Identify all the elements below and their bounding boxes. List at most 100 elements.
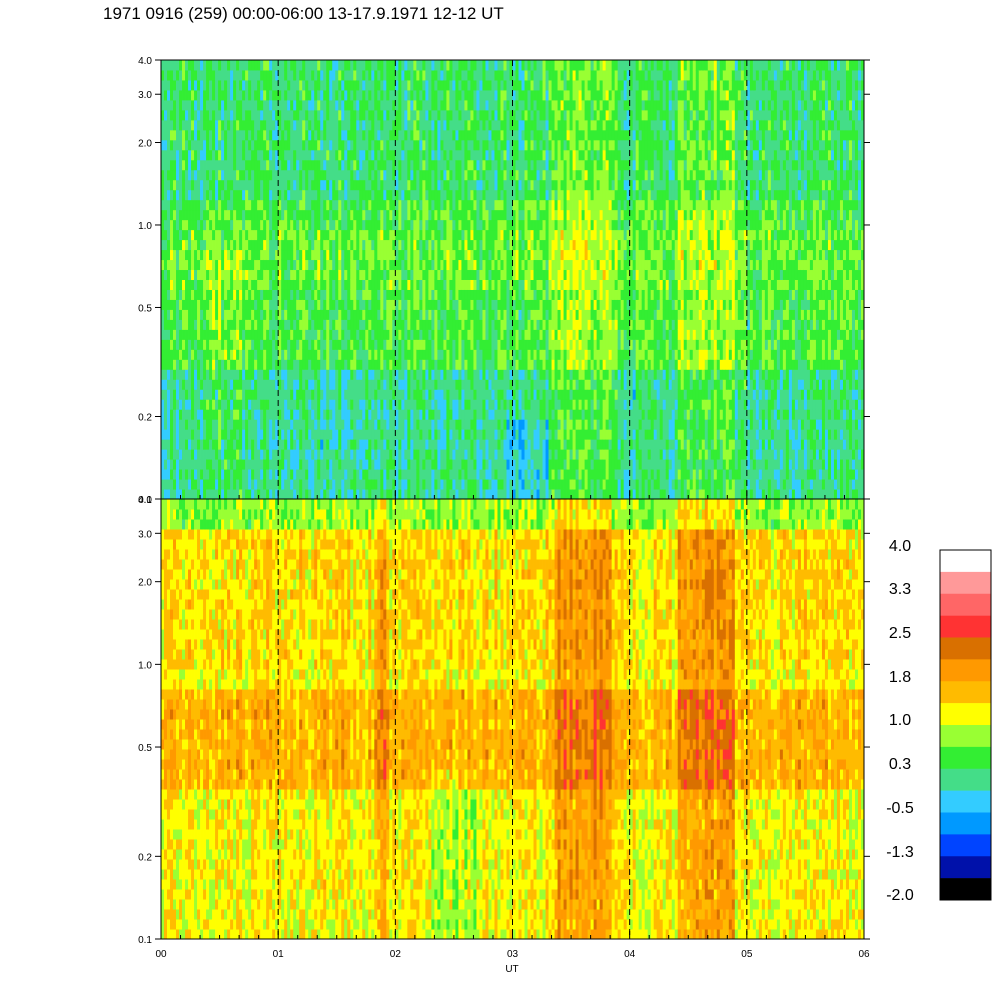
spectrogram-cell — [365, 459, 369, 470]
spectrogram-cell — [275, 269, 279, 280]
spectrogram-cell — [353, 409, 357, 420]
spectrogram-cell — [416, 419, 420, 430]
spectrogram-cell — [164, 289, 168, 300]
spectrogram-cell — [470, 269, 474, 280]
spectrogram-cell — [395, 269, 399, 280]
spectrogram-cell — [413, 229, 417, 241]
spectrogram-cell — [311, 369, 315, 380]
spectrogram-cell — [476, 479, 480, 490]
spectrogram-cell — [356, 199, 360, 211]
spectrogram-cell — [470, 60, 474, 71]
spectrogram-cell — [302, 69, 306, 81]
spectrogram-cell — [332, 109, 336, 121]
spectrogram-cell — [275, 69, 279, 81]
spectrogram-cell — [284, 289, 288, 300]
spectrogram-cell — [227, 89, 231, 101]
spectrogram-cell — [383, 289, 387, 300]
spectrogram-cell — [179, 79, 183, 91]
spectrogram-cell — [482, 379, 486, 390]
spectrogram-cell — [494, 229, 498, 241]
spectrogram-cell — [230, 259, 234, 271]
spectrogram-cell — [452, 169, 456, 181]
spectrogram-cell — [338, 169, 342, 181]
spectrogram-cell — [437, 149, 441, 161]
spectrogram-cell — [212, 349, 216, 360]
spectrogram-cell — [287, 229, 291, 241]
spectrogram-cell — [170, 329, 174, 340]
spectrogram-cell — [425, 439, 429, 450]
spectrogram-cell — [185, 429, 189, 440]
spectrogram-cell — [218, 439, 222, 450]
spectrogram-cell — [356, 439, 360, 450]
spectrogram-cell — [272, 209, 276, 221]
spectrogram-cell — [464, 439, 468, 450]
spectrogram-cell — [263, 259, 267, 271]
spectrogram-cell — [350, 439, 354, 450]
spectrogram-cell — [263, 79, 267, 91]
spectrogram-cell — [335, 169, 339, 181]
spectrogram-cell — [191, 209, 195, 221]
spectrogram-cell — [344, 269, 348, 280]
spectrogram-cell — [500, 289, 504, 300]
spectrogram-cell — [275, 219, 279, 231]
spectrogram-cell — [356, 489, 360, 499]
spectrogram-cell — [410, 419, 414, 430]
spectrogram-cell — [314, 159, 318, 171]
spectrogram-cell — [281, 239, 285, 251]
spectrogram-cell — [458, 69, 462, 81]
spectrogram-cell — [236, 369, 240, 380]
spectrogram-cell — [479, 409, 483, 420]
spectrogram-cell — [386, 319, 390, 330]
spectrogram-cell — [305, 339, 309, 350]
spectrogram-cell — [233, 439, 237, 450]
spectrogram-cell — [281, 459, 285, 470]
spectrogram-cell — [344, 99, 348, 111]
spectrogram-cell — [170, 479, 174, 490]
spectrogram-cell — [260, 449, 264, 460]
spectrogram-cell — [395, 359, 399, 370]
spectrogram-cell — [314, 129, 318, 141]
spectrogram-cell — [401, 199, 405, 211]
spectrogram-cell — [293, 379, 297, 390]
spectrogram-cell — [356, 379, 360, 390]
spectrogram-cell — [419, 129, 423, 141]
spectrogram-cell — [407, 469, 411, 480]
spectrogram-cell — [284, 199, 288, 211]
spectrogram-cell — [176, 149, 180, 161]
spectrogram-cell — [206, 449, 210, 460]
spectrogram-cell — [188, 149, 192, 161]
spectrogram-cell — [392, 229, 396, 241]
spectrogram-cell — [260, 279, 264, 290]
spectrogram-cell — [233, 129, 237, 141]
spectrogram-cell — [401, 69, 405, 81]
spectrogram-cell — [287, 429, 291, 440]
spectrogram-cell — [230, 419, 234, 430]
spectrogram-cell — [356, 99, 360, 111]
spectrogram-cell — [224, 169, 228, 181]
spectrogram-cell — [341, 249, 345, 261]
spectrogram-cell — [200, 219, 204, 231]
spectrogram-cell — [167, 249, 171, 261]
spectrogram-cell — [299, 319, 303, 330]
spectrogram-cell — [476, 139, 480, 151]
spectrogram-cell — [233, 319, 237, 330]
spectrogram-cell — [359, 159, 363, 171]
spectrogram-cell — [311, 329, 315, 340]
spectrogram-cell — [476, 219, 480, 231]
spectrogram-cell — [461, 149, 465, 161]
spectrogram-cell — [278, 189, 282, 201]
spectrogram-cell — [236, 129, 240, 141]
spectrogram-cell — [374, 119, 378, 131]
spectrogram-cell — [212, 269, 216, 280]
spectrogram-cell — [272, 129, 276, 141]
spectrogram-cell — [458, 479, 462, 490]
spectrogram-cell — [386, 469, 390, 480]
spectrogram-cell — [290, 449, 294, 460]
spectrogram-cell — [167, 269, 171, 280]
spectrogram-cell — [320, 359, 324, 370]
spectrogram-cell — [467, 79, 471, 91]
spectrogram-cell — [401, 229, 405, 241]
spectrogram-cell — [176, 209, 180, 221]
spectrogram-cell — [203, 109, 207, 121]
spectrogram-cell — [326, 249, 330, 261]
